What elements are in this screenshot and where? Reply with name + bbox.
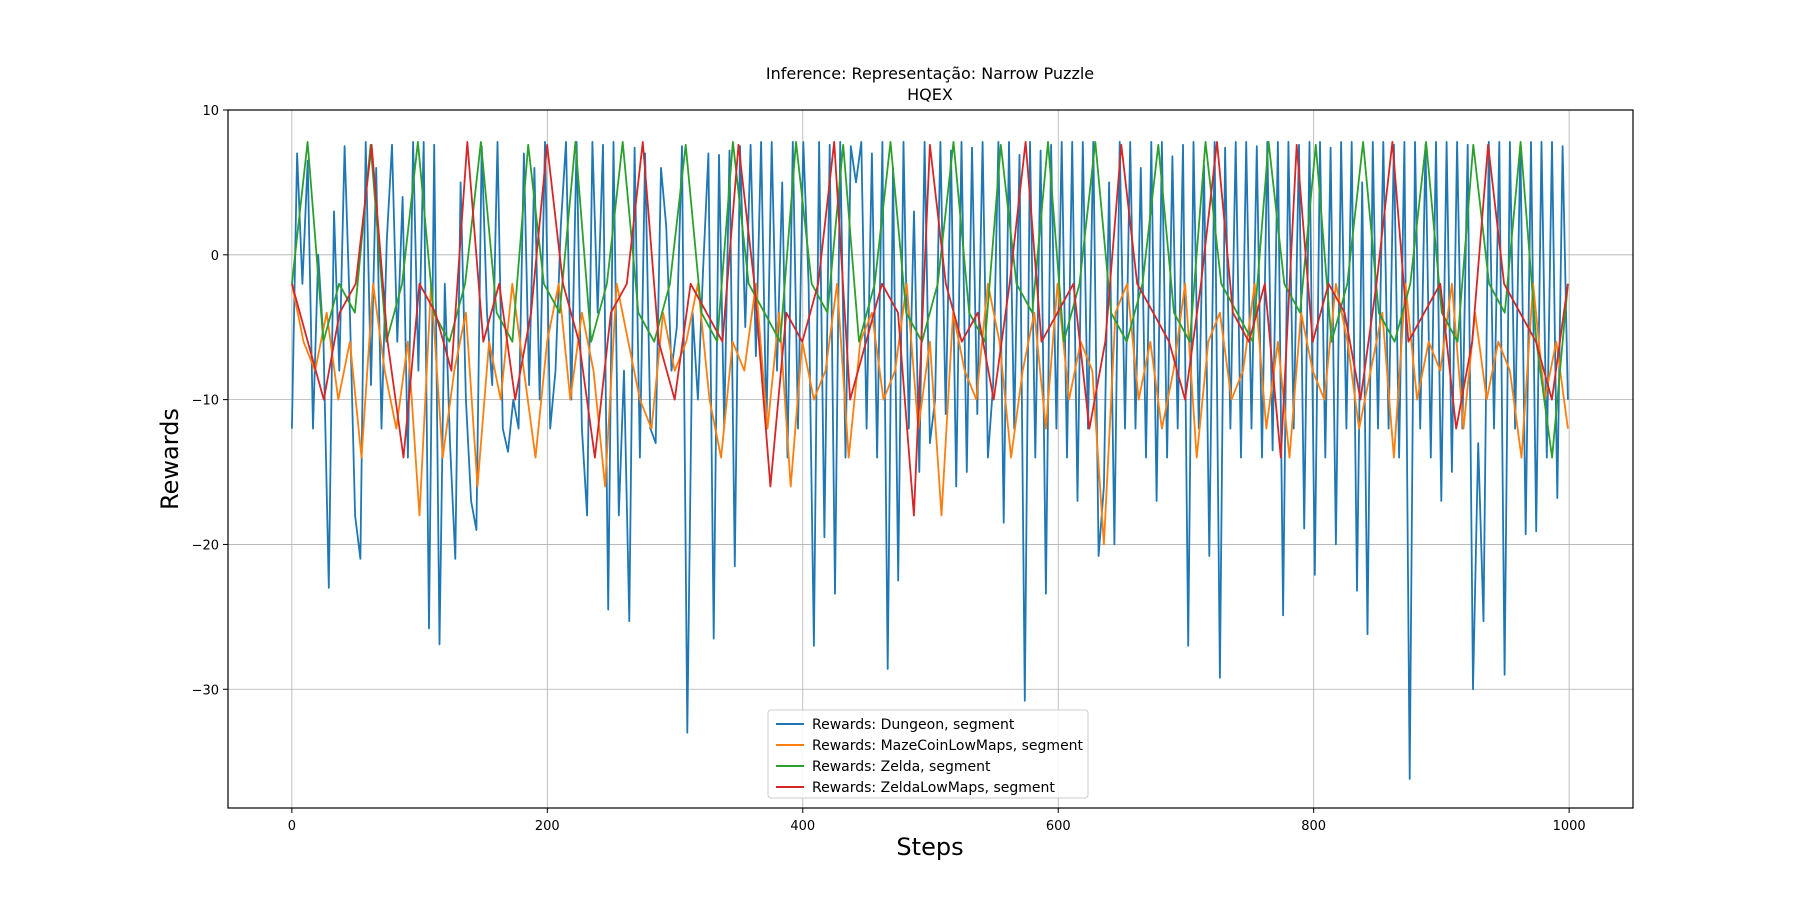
legend-label: Rewards: ZeldaLowMaps, segment: [812, 780, 1055, 796]
x-tick-label: 800: [1301, 819, 1326, 834]
x-tick-label: 1000: [1553, 819, 1586, 834]
x-tick-label: 0: [288, 819, 296, 834]
series-line-3: [291, 141, 1569, 517]
x-axis-label: Steps: [896, 833, 963, 861]
y-tick-label: −10: [192, 394, 219, 409]
y-tick-label: −30: [192, 683, 219, 698]
legend-box: [767, 709, 1089, 799]
series-line-0: [291, 141, 1569, 780]
x-tick-label: 600: [1046, 819, 1071, 834]
legend-label: Rewards: Zelda, segment: [812, 759, 991, 775]
legend-label: Rewards: Dungeon, segment: [812, 717, 1015, 733]
legend: Rewards: Dungeon, segment Rewards: MazeCo…: [767, 709, 1089, 799]
y-tick-label: 10: [202, 104, 219, 119]
x-tick-label: 400: [790, 819, 815, 834]
chart-title: Inference: Representação: Narrow Puzzle: [766, 64, 1094, 83]
y-tick-label: −20: [192, 538, 219, 553]
axis-ticks: 0 200 400 600 800 1000 10 0 −10 −20 −30: [192, 104, 1586, 834]
series-line-1: [291, 282, 1569, 546]
y-tick-label: 0: [211, 249, 219, 264]
plot-frame: [227, 109, 1634, 809]
series-lines: [291, 141, 1569, 780]
chart-subtitle: HQEX: [907, 85, 953, 104]
y-axis-label: Rewards: [156, 408, 184, 510]
x-tick-label: 200: [535, 819, 560, 834]
legend-label: Rewards: MazeCoinLowMaps, segment: [812, 738, 1084, 754]
